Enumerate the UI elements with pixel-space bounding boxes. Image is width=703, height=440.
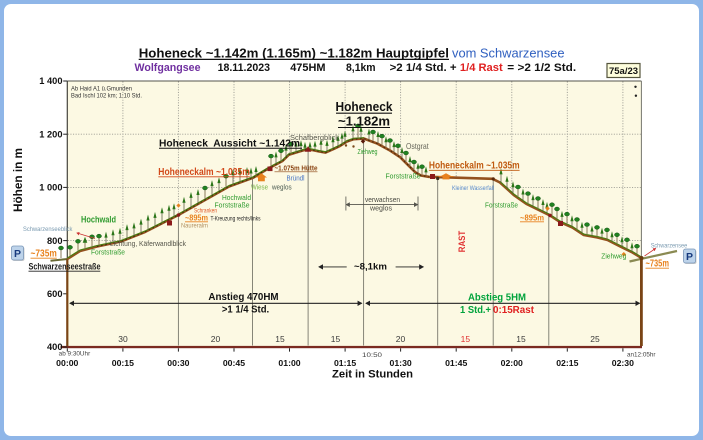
svg-text:0:15Rast: 0:15Rast [493, 305, 535, 316]
svg-text:Schafbergblick: Schafbergblick [290, 135, 340, 142]
svg-text:~735m: ~735m [31, 249, 57, 260]
svg-text:Forststraße: Forststraße [485, 201, 518, 210]
svg-text:1/4 Rast: 1/4 Rast [460, 62, 503, 74]
svg-text:Schwarzensee: Schwarzensee [651, 243, 688, 250]
svg-text:01:30: 01:30 [390, 358, 412, 368]
svg-text:00:00: 00:00 [56, 358, 78, 368]
svg-text:Anstieg 470HM: Anstieg 470HM [208, 292, 278, 303]
svg-text:15: 15 [461, 334, 471, 344]
svg-text:1 Std.+: 1 Std.+ [460, 305, 491, 316]
svg-text:Forststraße: Forststraße [215, 200, 250, 209]
svg-text:800: 800 [47, 236, 63, 246]
svg-text:RAST: RAST [457, 231, 468, 253]
svg-text:75a/23: 75a/23 [609, 66, 638, 77]
svg-text:Forststraße: Forststraße [386, 172, 421, 181]
svg-text:20: 20 [396, 334, 406, 344]
svg-text:02:30: 02:30 [612, 358, 634, 368]
svg-text:400: 400 [47, 342, 63, 352]
svg-text:01:45: 01:45 [445, 358, 467, 368]
svg-text:Ab Haid A1 ü.Gmunden: Ab Haid A1 ü.Gmunden [71, 86, 132, 93]
svg-text:Hoheneck Aussicht ~1.142m: Hoheneck Aussicht ~1.142m [159, 138, 300, 149]
svg-text:Hoheneck: Hoheneck [336, 100, 393, 114]
svg-text:10:50: 10:50 [362, 352, 383, 359]
svg-text:Hoheneckalm ~1.035m: Hoheneckalm ~1.035m [429, 161, 520, 172]
svg-text:Wiese: Wiese [251, 183, 268, 192]
svg-text:Schwarzenseeblick: Schwarzenseeblick [23, 226, 73, 233]
svg-text:Höhen in m: Höhen in m [13, 148, 25, 212]
svg-text:15: 15 [275, 334, 285, 344]
svg-text:P: P [14, 248, 21, 260]
svg-text:18.11.2023: 18.11.2023 [218, 62, 270, 74]
svg-text:01:15: 01:15 [334, 358, 356, 368]
svg-text:Kleiner Wasserfall: Kleiner Wasserfall [452, 185, 494, 192]
svg-text:~895m: ~895m [520, 214, 544, 223]
svg-text:00:45: 00:45 [223, 358, 245, 368]
svg-text:00:30: 00:30 [167, 358, 189, 368]
svg-text:Wolfgangsee: Wolfgangsee [135, 62, 201, 74]
svg-text:Forststraße: Forststraße [91, 248, 125, 257]
svg-text:Bründl: Bründl [287, 176, 305, 183]
svg-text:~735m: ~735m [646, 259, 670, 270]
svg-text:>2 1/4 Std. +: >2 1/4 Std. + [390, 62, 457, 74]
svg-text:475HM: 475HM [290, 62, 325, 74]
svg-text:15: 15 [516, 334, 526, 344]
svg-text:T-Kreuzung rechts/links: T-Kreuzung rechts/links [211, 216, 262, 223]
svg-text:20: 20 [211, 334, 221, 344]
svg-text:Schwarzenseestraße: Schwarzenseestraße [29, 262, 101, 272]
svg-text:P: P [686, 251, 693, 263]
svg-text:= >2 1/2 Std.: = >2 1/2 Std. [507, 62, 576, 74]
svg-text:Bad Ischl 102 km; 1:10 Std.: Bad Ischl 102 km; 1:10 Std. [71, 93, 142, 100]
svg-text:an12:05hr: an12:05hr [627, 352, 656, 359]
svg-text:~1.075m Hütte: ~1.075m Hütte [275, 166, 318, 173]
svg-text:25: 25 [590, 334, 600, 344]
svg-text:02:00: 02:00 [501, 358, 523, 368]
svg-text:Hochwald: Hochwald [222, 193, 251, 202]
svg-text:00:15: 00:15 [112, 358, 134, 368]
svg-text:1 400: 1 400 [39, 76, 62, 86]
svg-text:weglos: weglos [369, 206, 393, 213]
svg-text:Ziehweg: Ziehweg [601, 252, 626, 261]
svg-text:Hoheneckalm ~1.035m: Hoheneckalm ~1.035m [158, 167, 250, 178]
svg-text:8,1km: 8,1km [346, 62, 376, 74]
svg-text:~1.182m: ~1.182m [338, 115, 390, 129]
svg-text:Ostgrat: Ostgrat [406, 141, 429, 151]
svg-text:>1 1/4 Std.: >1 1/4 Std. [222, 305, 270, 316]
svg-text:Hochwald: Hochwald [81, 215, 116, 226]
svg-text:01:00: 01:00 [278, 358, 300, 368]
svg-text:Schranken: Schranken [194, 208, 217, 215]
svg-text:Abstieg 5HM: Abstieg 5HM [468, 293, 526, 304]
svg-text:~8,1km: ~8,1km [354, 262, 387, 272]
svg-text:Naureralm: Naureralm [181, 223, 208, 230]
svg-text:Lichtung, Käferwandlblick: Lichtung, Käferwandlblick [110, 239, 186, 248]
svg-text:02:15: 02:15 [556, 358, 578, 368]
svg-text:Zeit in Stunden: Zeit in Stunden [332, 369, 413, 381]
svg-text:ab 9:30Uhr: ab 9:30Uhr [59, 351, 90, 358]
svg-text:30: 30 [118, 334, 128, 344]
svg-text:verwachsen: verwachsen [365, 197, 400, 204]
svg-text:Ziehweg: Ziehweg [358, 147, 378, 156]
svg-text:600: 600 [47, 289, 63, 299]
svg-text:15: 15 [331, 334, 341, 344]
svg-text:~895m: ~895m [185, 214, 208, 223]
svg-text:1 200: 1 200 [39, 129, 62, 139]
svg-text:Hoheneck ~1.142m (1.165m) ~1.1: Hoheneck ~1.142m (1.165m) ~1.182m Hauptg… [139, 46, 449, 61]
svg-text:vom Schwarzensee: vom Schwarzensee [452, 46, 565, 61]
svg-text:weglos: weglos [271, 183, 292, 192]
svg-text:1 000: 1 000 [39, 183, 62, 193]
